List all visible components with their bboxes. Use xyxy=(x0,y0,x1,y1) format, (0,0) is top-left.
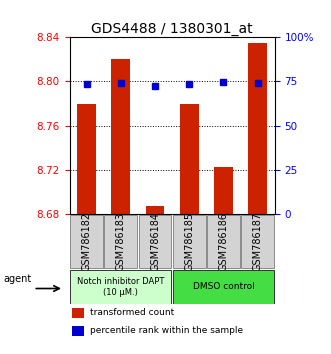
Bar xyxy=(214,167,233,214)
Text: percentile rank within the sample: percentile rank within the sample xyxy=(90,326,243,335)
Text: DMSO control: DMSO control xyxy=(193,282,254,291)
FancyBboxPatch shape xyxy=(139,215,171,268)
Text: GSM786187: GSM786187 xyxy=(253,212,262,271)
Text: GSM786182: GSM786182 xyxy=(82,212,92,271)
Bar xyxy=(71,308,84,318)
FancyBboxPatch shape xyxy=(70,215,103,268)
Bar xyxy=(77,104,96,214)
FancyBboxPatch shape xyxy=(173,215,206,268)
Bar xyxy=(71,326,84,336)
FancyBboxPatch shape xyxy=(104,215,137,268)
FancyBboxPatch shape xyxy=(173,270,274,304)
FancyBboxPatch shape xyxy=(70,270,171,304)
Text: agent: agent xyxy=(3,274,32,284)
Text: GSM786184: GSM786184 xyxy=(150,212,160,271)
FancyBboxPatch shape xyxy=(241,215,274,268)
Text: GSM786186: GSM786186 xyxy=(218,212,228,271)
Title: GDS4488 / 1380301_at: GDS4488 / 1380301_at xyxy=(91,22,253,36)
Bar xyxy=(248,43,267,214)
Text: transformed count: transformed count xyxy=(90,308,174,318)
Text: GSM786183: GSM786183 xyxy=(116,212,126,271)
Bar xyxy=(180,104,199,214)
FancyBboxPatch shape xyxy=(207,215,240,268)
Text: Notch inhibitor DAPT
(10 μM.): Notch inhibitor DAPT (10 μM.) xyxy=(77,277,165,297)
Bar xyxy=(146,206,165,214)
Bar xyxy=(112,59,130,214)
Text: GSM786185: GSM786185 xyxy=(184,212,194,271)
